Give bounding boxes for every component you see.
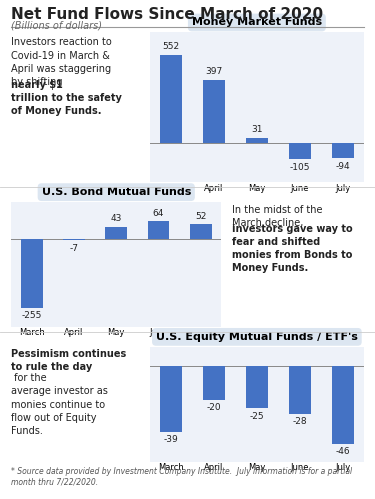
Text: -255: -255 [22,311,42,320]
Bar [289,366,311,414]
Text: -39: -39 [164,435,178,444]
Text: In the midst of the
March decline,: In the midst of the March decline, [232,205,323,241]
Text: Investors reaction to
Covid-19 in March &
April was staggering
by shifting: Investors reaction to Covid-19 in March … [11,37,112,87]
Bar [203,366,225,400]
Text: -94: -94 [336,162,350,171]
Bar [160,366,182,432]
Bar [203,80,225,143]
Title: Money Market Funds: Money Market Funds [192,17,322,27]
Bar [21,239,43,308]
Bar [246,366,268,408]
Text: investors gave way to
fear and shifted
monies from Bonds to
Money Funds.: investors gave way to fear and shifted m… [232,224,353,273]
Bar [190,225,212,239]
Text: 64: 64 [153,209,164,218]
Text: 31: 31 [251,125,262,134]
Bar [332,366,354,444]
Text: 52: 52 [195,212,206,221]
Text: -105: -105 [290,164,310,173]
Text: 552: 552 [162,42,180,51]
Text: for the
average investor as
monies continue to
flow out of Equity
Funds.: for the average investor as monies conti… [11,373,108,436]
Bar [147,221,170,239]
Text: -7: -7 [69,244,78,253]
Text: -28: -28 [292,417,307,426]
Title: U.S. Bond Mutual Funds: U.S. Bond Mutual Funds [42,187,191,197]
Bar [332,143,354,158]
Title: U.S. Equity Mutual Funds / ETF's: U.S. Equity Mutual Funds / ETF's [156,332,358,342]
Bar [246,138,268,143]
Text: Pessimism continues
to rule the day: Pessimism continues to rule the day [11,349,126,372]
Bar [289,143,311,159]
Text: 397: 397 [205,67,222,76]
Text: (Billions of dollars): (Billions of dollars) [11,21,102,31]
Bar [105,227,127,239]
Text: -46: -46 [336,447,350,456]
Text: -20: -20 [207,403,221,412]
Bar [160,55,182,143]
Text: -25: -25 [250,412,264,421]
Text: Net Fund Flows Since March of 2020: Net Fund Flows Since March of 2020 [11,7,323,22]
Bar [63,239,85,241]
Text: * Source data provided by Investment Company Institute.  July information is for: * Source data provided by Investment Com… [11,467,352,487]
Text: 43: 43 [111,215,122,224]
Text: nearly $1
trillion to the safety
of Money Funds.: nearly $1 trillion to the safety of Mone… [11,80,122,116]
